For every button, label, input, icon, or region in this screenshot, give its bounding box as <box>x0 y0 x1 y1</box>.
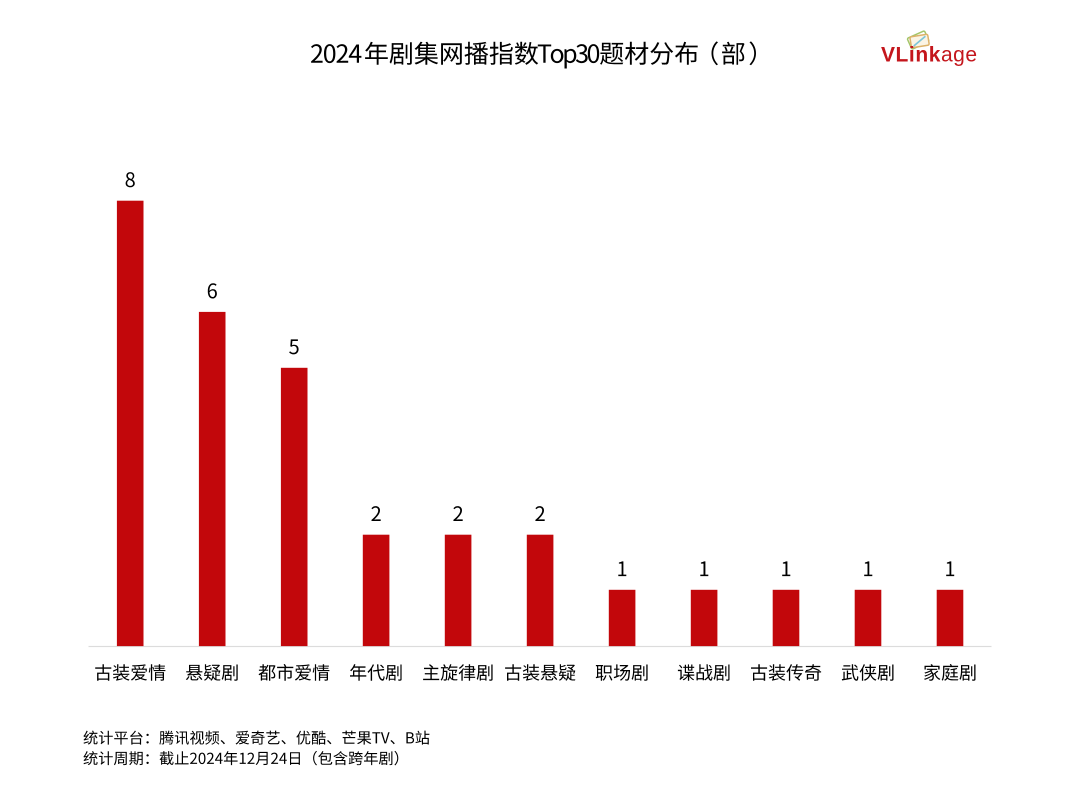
svg-text:VLinkage: VLinkage <box>881 43 978 66</box>
